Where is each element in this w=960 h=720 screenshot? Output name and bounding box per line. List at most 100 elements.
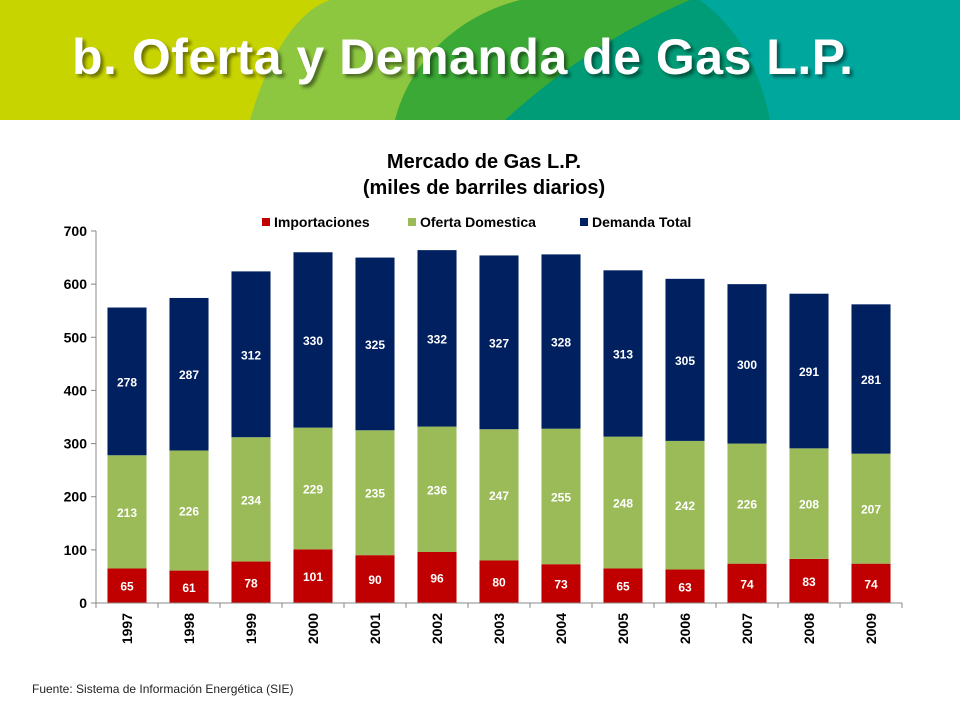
x-tick-label: 2006 — [677, 613, 693, 644]
data-label: 255 — [551, 490, 571, 504]
x-tick-label: 2005 — [615, 613, 631, 644]
data-label: 325 — [365, 338, 385, 352]
data-label: 247 — [489, 489, 509, 503]
data-label: 73 — [554, 578, 568, 592]
bar-segment — [107, 455, 147, 569]
y-tick-label: 500 — [64, 329, 88, 345]
bar-segment — [479, 429, 519, 561]
data-label: 80 — [492, 576, 506, 590]
bar-segment — [851, 563, 891, 603]
bar-segment — [541, 564, 581, 603]
bar-segment — [417, 426, 457, 552]
bar-segment — [231, 271, 271, 438]
data-label: 229 — [303, 482, 323, 496]
data-label: 234 — [241, 493, 261, 507]
data-label: 65 — [120, 580, 134, 594]
legend-label: Oferta Domestica — [420, 214, 536, 230]
bar-segment — [603, 568, 643, 603]
data-label: 328 — [551, 336, 571, 350]
legend-label: Demanda Total — [592, 214, 691, 230]
x-tick-label: 2003 — [491, 613, 507, 644]
bar-segment — [293, 427, 333, 550]
legend-label: Importaciones — [274, 214, 370, 230]
bar-segment — [293, 549, 333, 603]
data-label: 78 — [244, 576, 258, 590]
data-label: 281 — [861, 373, 881, 387]
bar-segment — [665, 440, 705, 570]
bar-segment — [789, 558, 829, 603]
bar-segment — [355, 257, 395, 431]
bars: 65 213 278 61 226 287 78 234 312 101 229 330 90 235 32… — [107, 250, 891, 603]
y-tick-label: 300 — [64, 436, 88, 452]
data-label: 312 — [241, 348, 261, 362]
data-label: 83 — [802, 575, 816, 589]
y-tick-label: 100 — [64, 542, 88, 558]
data-label: 208 — [799, 498, 819, 512]
data-label: 300 — [737, 358, 757, 372]
data-label: 235 — [365, 487, 385, 501]
page-title: b. Oferta y Demanda de Gas L.P. — [72, 29, 854, 85]
data-label: 332 — [427, 332, 447, 346]
x-tick-label: 2004 — [553, 613, 569, 644]
x-axis: 1997 1998 1999 2000 2001 2002 2003 2004 2005 2006… — [95, 602, 903, 644]
x-tick-label: 1997 — [119, 613, 135, 644]
bar-segment — [355, 555, 395, 603]
bar-segment — [727, 284, 767, 444]
bar-segment — [417, 551, 457, 603]
x-tick-label: 2009 — [863, 613, 879, 644]
y-tick-label: 400 — [64, 382, 88, 398]
legend-swatch — [408, 218, 416, 226]
chart-subtitle: (miles de barriles diarios) — [363, 177, 605, 199]
bar-segment — [789, 448, 829, 559]
data-label: 330 — [303, 334, 323, 348]
bar-segment — [727, 443, 767, 564]
data-label: 65 — [616, 580, 630, 594]
banner-band-teal — [700, 0, 960, 120]
bar-segment — [231, 437, 271, 562]
y-axis: 0 100 200 300 400 500 600 700 — [64, 223, 97, 611]
x-tick-label: 2000 — [305, 613, 321, 644]
data-label: 226 — [737, 498, 757, 512]
bar-segment — [293, 252, 333, 428]
legend-swatch — [580, 218, 588, 226]
data-label: 213 — [117, 506, 137, 520]
data-label: 96 — [430, 571, 444, 585]
header-banner — [0, 0, 960, 120]
bar-segment — [851, 304, 891, 454]
bar-segment — [789, 293, 829, 449]
x-tick-label: 2008 — [801, 613, 817, 644]
data-label: 74 — [740, 577, 754, 591]
bar-segment — [727, 563, 767, 603]
bar-segment — [541, 428, 581, 565]
source-note: Fuente: Sistema de Información Energétic… — [32, 682, 294, 696]
bar-segment — [479, 560, 519, 603]
bar-segment — [231, 561, 271, 603]
y-tick-label: 600 — [64, 276, 88, 292]
y-tick-label: 0 — [79, 595, 87, 611]
bar-segment — [107, 568, 147, 603]
bar-segment — [541, 254, 581, 429]
data-label: 90 — [368, 573, 382, 587]
legend-swatch — [262, 218, 270, 226]
bar-segment — [417, 250, 457, 427]
data-label: 327 — [489, 336, 509, 350]
bar-segment — [603, 436, 643, 569]
x-tick-label: 2001 — [367, 613, 383, 644]
data-label: 291 — [799, 365, 819, 379]
x-tick-label: 1998 — [181, 613, 197, 644]
bar-segment — [851, 453, 891, 564]
banner-graphic — [0, 0, 960, 120]
chart-area: Mercado de Gas L.P. (miles de barriles d… — [0, 120, 960, 680]
data-label: 236 — [427, 483, 447, 497]
bar-segment — [665, 569, 705, 603]
x-tick-label: 2002 — [429, 613, 445, 644]
data-label: 278 — [117, 375, 137, 389]
data-label: 242 — [675, 499, 695, 513]
data-label: 61 — [182, 581, 196, 595]
data-label: 287 — [179, 368, 199, 382]
data-label: 74 — [864, 577, 878, 591]
bar-segment — [479, 255, 519, 430]
y-tick-label: 200 — [64, 489, 88, 505]
data-label: 63 — [678, 580, 692, 594]
x-tick-label: 2007 — [739, 613, 755, 644]
